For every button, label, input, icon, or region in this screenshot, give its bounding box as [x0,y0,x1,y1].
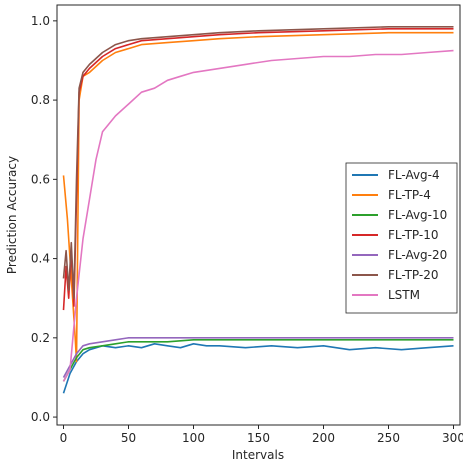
y-tick-label: 0.2 [31,331,50,345]
x-tick-label: 200 [312,431,335,445]
series-line-fl-avg-20 [62,336,454,378]
legend-label: FL-Avg-4 [388,168,440,182]
legend-label: FL-Avg-10 [388,208,447,222]
x-tick-label: 100 [182,431,205,445]
legend-box [345,162,458,314]
series-line-lstm [62,49,454,382]
y-tick-label: 0.4 [31,252,50,266]
x-tick-label: 150 [247,431,270,445]
series-line-fl-avg-4 [62,342,454,394]
legend-label: FL-Avg-20 [388,248,447,262]
series-line-fl-tp-20 [62,25,454,300]
x-tick-label: 250 [377,431,400,445]
legend: FL-Avg-4 FL-TP-4 FL-Avg-10 FL-TP-10 FL-Avg-2… [345,162,458,314]
y-axis-label: Prediction Accuracy [5,156,19,274]
y-tick-label: 0.6 [31,172,50,186]
y-axis: 0.0 0.2 0.4 0.6 0.8 1.0 [31,14,57,424]
legend-label: FL-TP-20 [388,268,439,282]
x-tick-label: 0 [60,431,68,445]
y-tick-label: 1.0 [31,14,50,28]
legend-label: FL-TP-4 [388,188,431,202]
legend-label: FL-TP-10 [388,228,439,242]
x-tick-label: 50 [121,431,136,445]
y-tick-label: 0.8 [31,93,50,107]
series-layer [62,25,454,394]
y-tick-label: 0.0 [31,410,50,424]
series-line-fl-tp-4 [62,31,454,363]
x-axis-label: Intervals [232,448,284,462]
series-line-fl-avg-10 [62,338,454,382]
legend-label: LSTM [388,288,420,302]
x-tick-label: 300 [442,431,463,445]
x-axis: 0 50 100 150 200 250 300 [60,425,463,445]
